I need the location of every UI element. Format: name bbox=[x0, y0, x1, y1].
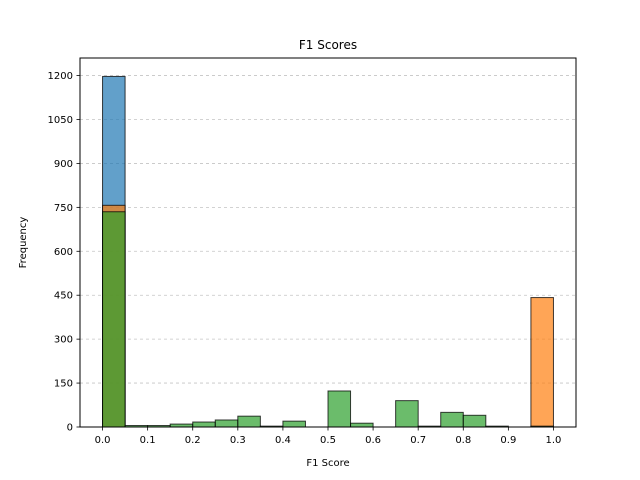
y-axis-label: Frequency bbox=[18, 217, 29, 269]
histogram-bar bbox=[214, 419, 239, 428]
histogram-bar bbox=[102, 211, 126, 428]
x-tick-label: 0.0 bbox=[95, 435, 111, 446]
y-tick-label: 450 bbox=[54, 291, 73, 302]
x-axis-label: F1 Score bbox=[306, 458, 349, 469]
y-tick-label: 900 bbox=[54, 159, 73, 170]
x-tick-label: 0.2 bbox=[185, 435, 201, 446]
x-tick-label: 0.3 bbox=[230, 435, 246, 446]
histogram-bar bbox=[327, 390, 352, 428]
histogram-bar bbox=[237, 415, 261, 428]
y-tick-label: 750 bbox=[54, 203, 73, 214]
x-tick-label: 0.6 bbox=[365, 435, 381, 446]
y-tick-label: 300 bbox=[54, 335, 73, 346]
histogram-bar bbox=[282, 420, 306, 428]
histogram-bar bbox=[350, 422, 374, 428]
y-tick-label: 150 bbox=[54, 379, 73, 390]
y-axis-ticks: 0 150 300 450 600 750 900 1050 1200 bbox=[48, 71, 80, 434]
x-tick-label: 1.0 bbox=[546, 435, 562, 446]
x-tick-label: 0.4 bbox=[275, 435, 291, 446]
histogram-bar bbox=[530, 297, 554, 428]
x-tick-label: 0.9 bbox=[500, 435, 516, 446]
y-tick-label: 1050 bbox=[48, 115, 73, 126]
x-tick-label: 0.8 bbox=[455, 435, 471, 446]
histogram-bar bbox=[192, 421, 216, 428]
histogram-bar bbox=[395, 400, 419, 428]
y-tick-label: 600 bbox=[54, 247, 73, 258]
chart-title: F1 Scores bbox=[299, 38, 357, 52]
x-axis-ticks: 0.0 0.1 0.2 0.3 0.4 0.5 0.6 0.7 0.8 0.9 1.0 bbox=[95, 427, 562, 446]
y-tick-label: 1200 bbox=[48, 71, 73, 82]
y-tick-label: 0 bbox=[67, 423, 73, 434]
x-tick-label: 0.5 bbox=[320, 435, 336, 446]
plot-area bbox=[80, 58, 576, 427]
histogram-bar bbox=[462, 414, 487, 428]
histogram-bar bbox=[440, 411, 464, 428]
x-tick-label: 0.1 bbox=[140, 435, 156, 446]
x-tick-label: 0.7 bbox=[410, 435, 426, 446]
